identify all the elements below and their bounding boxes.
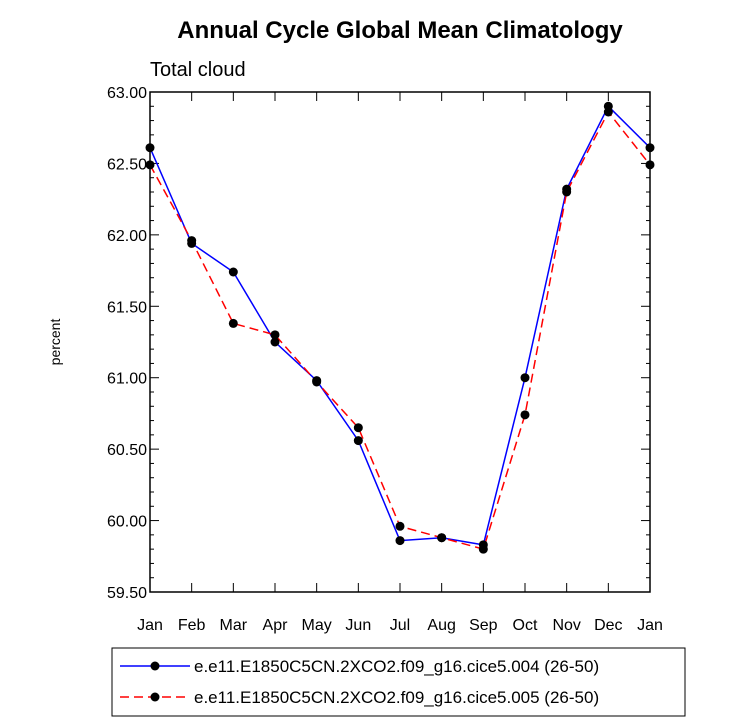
legend-marker-1: [150, 661, 160, 671]
x-tick-label: Aug: [427, 617, 455, 634]
legend-box: [111, 647, 686, 717]
x-tick-label: Dec: [594, 617, 622, 634]
data-point-1: [520, 373, 530, 383]
legend-marker-2: [150, 692, 160, 702]
x-tick-label: Mar: [220, 617, 248, 634]
data-point-1: [395, 536, 405, 546]
data-point-2: [478, 544, 488, 554]
series-lines: [149, 105, 651, 551]
data-point-2: [437, 533, 447, 543]
data-point-2: [145, 160, 155, 170]
x-tick-label: Sep: [469, 617, 498, 634]
data-point-2: [520, 410, 530, 420]
y-axis-label: percent: [47, 319, 63, 366]
data-point-2: [562, 187, 572, 197]
y-tick-label: 62.50: [107, 156, 147, 173]
axis-ticks: [149, 91, 651, 593]
series-line-1: [149, 105, 651, 546]
data-point-2: [187, 236, 197, 246]
y-tick-label: 61.00: [107, 371, 147, 388]
series-line-2: [149, 110, 651, 551]
data-point-2: [395, 521, 405, 531]
x-tick-label: Oct: [513, 617, 538, 634]
data-point-1: [645, 143, 655, 153]
data-point-1: [228, 267, 238, 277]
y-tick-label: 59.50: [107, 585, 147, 602]
y-tick-label: 60.50: [107, 442, 147, 459]
y-tick-label: 62.00: [107, 228, 147, 245]
data-point-2: [270, 330, 280, 340]
chart-title: Annual Cycle Global Mean Climatology: [177, 17, 623, 44]
x-tick-label: Jun: [345, 617, 371, 634]
x-tick-label: Apr: [263, 617, 289, 634]
legend-label-1: e.e11.E1850C5CN.2XCO2.f09_g16.cice5.004 …: [194, 657, 599, 676]
chart-subtitle: Total cloud: [150, 59, 246, 81]
legend: e.e11.E1850C5CN.2XCO2.f09_g16.cice5.004 …: [111, 647, 686, 717]
plot-frame: [149, 91, 651, 593]
x-tick-label: Nov: [552, 617, 580, 634]
x-tick-label: Jan: [137, 617, 163, 634]
legend-label-2: e.e11.E1850C5CN.2XCO2.f09_g16.cice5.005 …: [194, 688, 599, 707]
x-tick-labels: Jan Feb Mar Apr May Jun Jul Aug Sep Oct Nov Dec Jan: [137, 617, 663, 634]
data-points: [145, 101, 655, 554]
data-point-1: [353, 436, 363, 446]
y-tick-labels: 59.50 60.00 60.50 61.00 61.50 62.00 62.50 63.00: [107, 85, 147, 602]
data-point-1: [145, 143, 155, 153]
y-tick-label: 61.50: [107, 299, 147, 316]
x-tick-label: Jul: [390, 617, 410, 634]
x-tick-label: Feb: [178, 617, 206, 634]
x-tick-label: May: [302, 617, 332, 634]
data-point-2: [228, 318, 238, 328]
data-point-2: [353, 423, 363, 433]
data-point-2: [645, 160, 655, 170]
x-tick-label: Jan: [637, 617, 663, 634]
data-point-2: [603, 107, 613, 117]
y-tick-label: 63.00: [107, 85, 147, 102]
data-point-1: [270, 337, 280, 347]
y-tick-label: 60.00: [107, 514, 147, 531]
data-point-2: [312, 377, 322, 387]
legend-items: e.e11.E1850C5CN.2XCO2.f09_g16.cice5.004 …: [120, 657, 599, 707]
